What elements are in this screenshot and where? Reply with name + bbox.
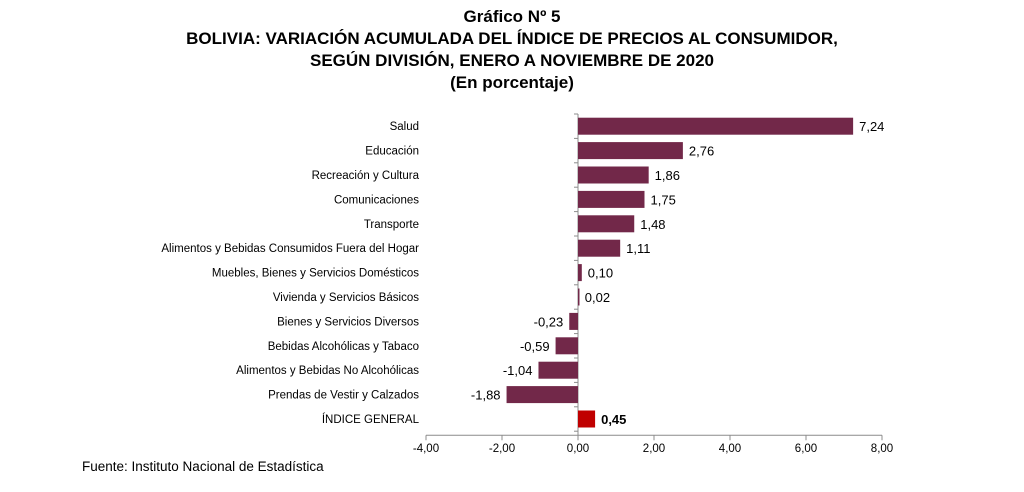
data-label: 7,24 [859,119,884,134]
chart-title-line-2: SEGÚN DIVISIÓN, ENERO A NOVIEMBRE DE 202… [310,51,714,70]
category-label: Transporte [364,219,419,231]
category-label: Muebles, Bienes y Servicios Domésticos [212,268,419,280]
bar [578,239,621,257]
category-label: Educación [365,146,419,158]
bar [578,215,635,233]
chart-title: BOLIVIA: VARIACIÓN ACUMULADA DEL ÍNDICE … [186,29,838,48]
data-label: -1,88 [471,388,501,403]
data-label: 1,48 [640,217,665,232]
x-tick-label: 4,00 [719,443,741,455]
category-label: Prendas de Vestir y Calzados [268,390,419,402]
data-label: -0,23 [534,314,564,329]
chart-figure-number: Gráfico Nº 5 [463,7,561,26]
category-label: Vivienda y Servicios Básicos [273,292,419,304]
category-label: Bienes y Servicios Diversos [277,316,419,328]
bar [569,312,578,330]
category-label: Recreación y Cultura [312,170,420,182]
chart-title-block: Gráfico Nº 5 BOLIVIA: VARIACIÓN ACUMULAD… [0,6,1024,94]
data-label: 0,02 [585,290,610,305]
chart-subtitle: (En porcentaje) [450,73,574,92]
category-label: Comunicaciones [334,194,419,206]
category-label: Bebidas Alcohólicas y Tabaco [268,341,419,353]
x-tick-label: 2,00 [643,443,665,455]
data-label: 1,75 [651,192,676,207]
bar [538,361,578,379]
x-tick-label: 0,00 [567,443,589,455]
category-label: Alimentos y Bebidas No Alcohólicas [236,365,419,377]
data-label: -1,04 [503,363,533,378]
bar [578,142,683,160]
x-tick-label: -2,00 [489,443,515,455]
data-label: 1,86 [655,168,680,183]
source-note: Fuente: Instituto Nacional de Estadístic… [82,459,324,474]
bar [555,337,578,355]
data-label: 1,11 [626,241,650,256]
x-tick-label: -4,00 [413,443,439,455]
data-label: 0,45 [601,412,626,427]
category-label: Salud [390,121,419,133]
x-tick-label: 8,00 [871,443,893,455]
data-label: 0,10 [588,266,613,281]
bar [506,386,578,404]
bar [578,190,645,208]
data-label: -0,59 [520,339,550,354]
x-tick-label: 6,00 [795,443,817,455]
category-label: Alimentos y Bebidas Consumidos Fuera del… [161,243,419,255]
bar-highlight [578,410,596,428]
bar [578,288,580,306]
bar [578,264,582,282]
bar [578,117,854,135]
bar [578,166,649,184]
category-label: ÍNDICE GENERAL [322,413,420,426]
data-label: 2,76 [689,144,714,159]
